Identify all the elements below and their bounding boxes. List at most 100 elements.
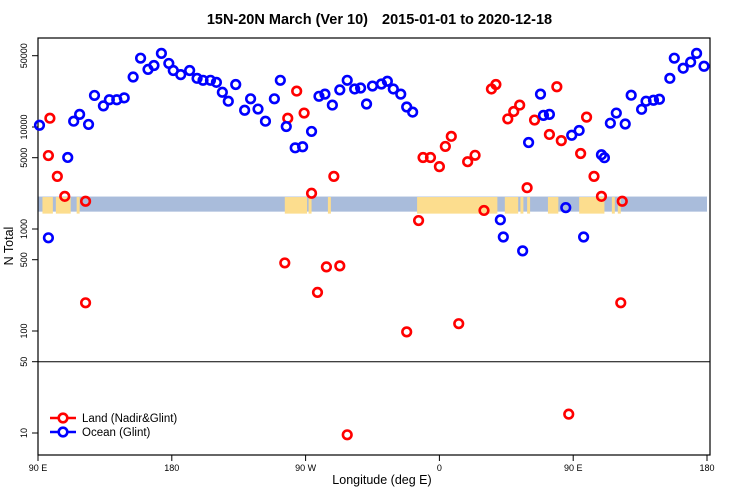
data-point <box>239 104 251 116</box>
data-point <box>625 89 637 101</box>
data-point <box>74 108 86 120</box>
data-point <box>349 83 361 95</box>
data-point <box>598 152 611 164</box>
data-point <box>575 147 587 160</box>
chart-title-right: 2015-01-01 to 2020-12-18 <box>382 12 552 28</box>
data-point <box>175 69 187 81</box>
data-point <box>381 75 393 87</box>
data-point <box>555 135 567 147</box>
map-band-land-segment <box>327 197 331 214</box>
y-tick-label: 10 <box>19 428 29 438</box>
data-point <box>210 76 222 88</box>
data-point <box>668 52 680 64</box>
data-point <box>280 120 292 133</box>
legend-label-land: Land (Nadir&Glint) <box>82 413 177 425</box>
y-axis-label: N Total <box>2 227 16 266</box>
data-point <box>543 128 556 141</box>
data-point <box>534 88 547 100</box>
data-point <box>497 231 509 243</box>
y-tick-label: 10000 <box>19 114 29 139</box>
data-point <box>216 86 228 98</box>
data-point <box>537 109 550 121</box>
map-band-land-segment <box>547 197 559 214</box>
data-point <box>319 88 331 100</box>
data-point <box>502 113 514 125</box>
world-map-band <box>38 196 707 214</box>
data-point <box>51 170 63 182</box>
legend-marker <box>57 412 69 424</box>
data-point <box>690 47 703 59</box>
data-point <box>604 117 616 129</box>
data-point <box>334 260 346 272</box>
map-band-land-segment <box>527 197 531 214</box>
data-point <box>615 297 627 309</box>
legend: Land (Nadir&Glint) Ocean (Glint) <box>50 412 177 439</box>
data-point <box>424 151 437 164</box>
data-point <box>305 125 318 138</box>
data-point <box>68 115 80 127</box>
data-point <box>595 190 608 202</box>
data-point <box>494 214 506 226</box>
data-point <box>619 118 631 130</box>
data-point <box>563 408 575 420</box>
data-point <box>366 80 379 92</box>
data-point <box>528 114 541 126</box>
data-point <box>62 151 74 164</box>
map-band-land-segment <box>42 197 53 214</box>
data-point <box>616 195 628 207</box>
data-point <box>387 83 399 95</box>
y-tick-label: 50 <box>19 357 29 367</box>
x-tick-label: 180 <box>699 463 714 473</box>
map-band-land-segment <box>76 197 80 214</box>
data-point <box>279 257 291 269</box>
data-point <box>341 74 353 86</box>
data-point <box>508 105 520 118</box>
data-point <box>184 64 196 77</box>
data-point <box>259 115 272 127</box>
data-point <box>588 170 600 182</box>
data-point <box>148 59 160 72</box>
data-point <box>341 429 353 441</box>
x-tick-label: 90 W <box>295 463 317 473</box>
data-point <box>59 190 71 202</box>
data-point <box>44 112 56 124</box>
data-point <box>412 214 425 227</box>
map-band-land-segment <box>579 197 605 214</box>
data-point <box>635 103 648 115</box>
data-point <box>252 103 264 115</box>
data-point <box>566 129 578 141</box>
map-band-land-segment <box>504 197 519 214</box>
data-point <box>517 245 529 257</box>
data-point <box>298 107 310 119</box>
data-point <box>698 60 710 72</box>
data-point <box>445 130 457 142</box>
data-point <box>685 56 697 68</box>
data-point <box>462 156 474 168</box>
data-point <box>395 88 407 100</box>
data-point <box>543 108 556 120</box>
y-tick-label: 50000 <box>19 43 29 68</box>
y-tick-label: 5000 <box>19 148 29 168</box>
x-tick-label: 180 <box>164 463 179 473</box>
map-band-land-segment <box>520 197 524 214</box>
data-point <box>320 261 333 273</box>
map-band-land-segment <box>611 197 615 214</box>
legend-marker <box>57 426 69 438</box>
data-point <box>79 297 92 309</box>
data-point <box>274 74 286 86</box>
x-tick-label: 0 <box>437 463 442 473</box>
map-band-land-segment <box>308 197 312 214</box>
data-point <box>297 141 309 153</box>
data-point <box>453 318 465 330</box>
data-point <box>334 84 346 96</box>
data-point <box>407 106 419 118</box>
y-tick-label: 500 <box>19 252 29 267</box>
data-point <box>311 286 324 299</box>
data-point <box>222 95 234 107</box>
data-point <box>490 78 502 91</box>
data-point <box>134 52 147 64</box>
y-tick-label: 100 <box>19 323 29 338</box>
data-point <box>204 74 217 86</box>
